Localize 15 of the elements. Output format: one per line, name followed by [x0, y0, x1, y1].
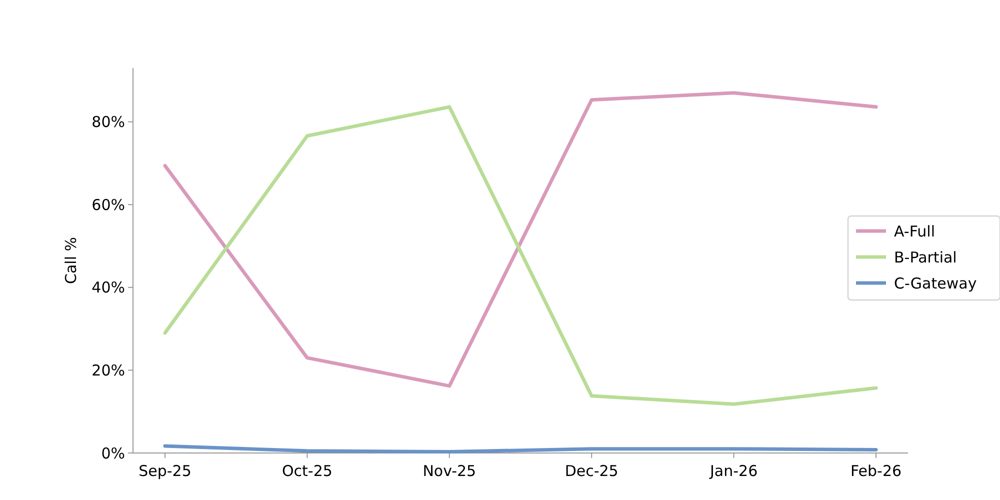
x-tick-label: Oct-25	[282, 462, 332, 480]
x-tick-label: Sep-25	[138, 462, 192, 480]
legend-label: B-Partial	[894, 248, 957, 266]
y-axis-title: Call %	[62, 236, 80, 284]
y-tick-label: 0%	[101, 444, 125, 462]
y-tick-label: 60%	[92, 196, 125, 214]
y-tick-label: 80%	[92, 113, 125, 132]
x-tick-label: Nov-25	[422, 462, 476, 480]
x-tick-label: Jan-26	[708, 462, 758, 480]
x-tick-label: Feb-26	[850, 462, 902, 480]
legend-label: C-Gateway	[894, 274, 977, 292]
y-tick-label: 40%	[92, 278, 125, 297]
y-tick-label: 20%	[92, 361, 125, 380]
x-tick-label: Dec-25	[564, 462, 618, 480]
legend-label: A-Full	[894, 222, 935, 240]
